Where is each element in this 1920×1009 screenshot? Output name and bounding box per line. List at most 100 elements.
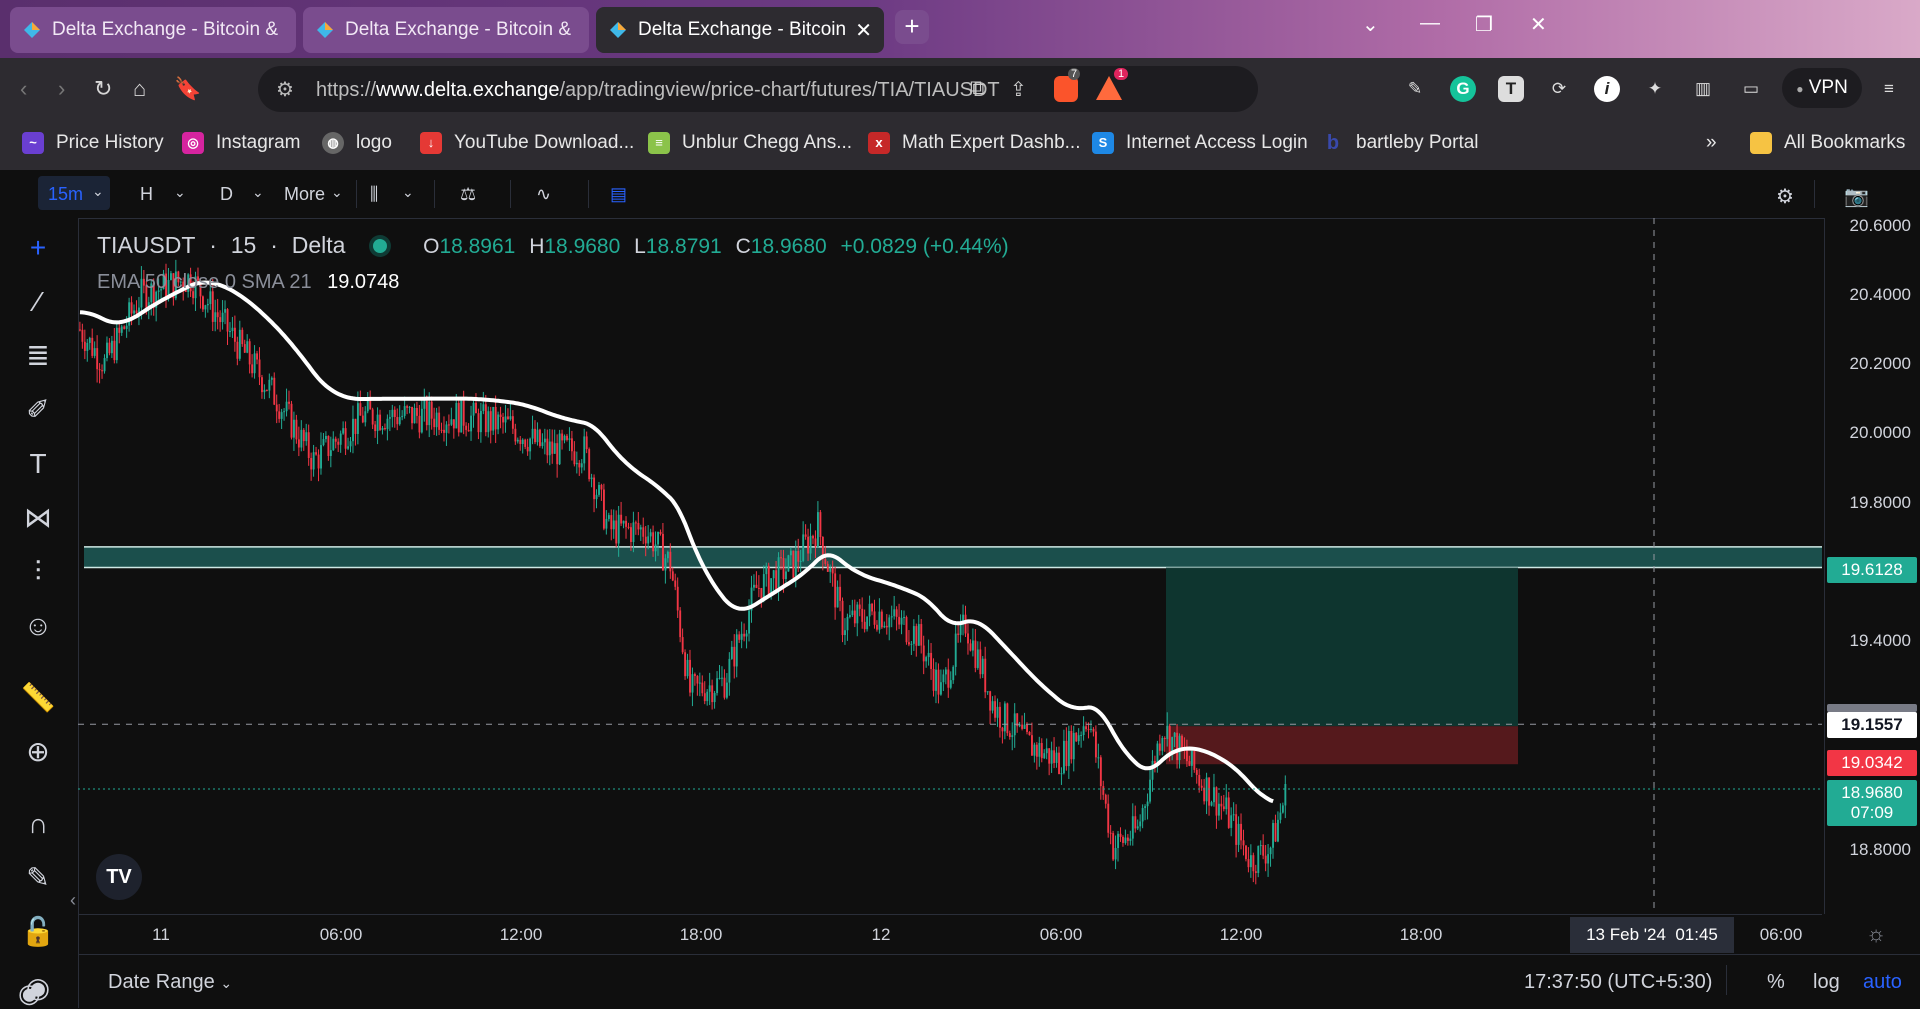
bookmark-math-expert[interactable]: x Math Expert Dashb... — [868, 132, 1080, 154]
bookmark-instagram[interactable]: ◎ Instagram — [182, 132, 300, 154]
more-intervals-button[interactable]: More — [284, 184, 326, 204]
candle-body — [349, 441, 352, 447]
url-bar[interactable]: ⚙ https://www.delta.exchange/app/trading… — [258, 66, 1258, 112]
candle-body — [964, 614, 967, 634]
candle-body — [305, 432, 308, 442]
collapse-left-icon[interactable]: ‹ — [70, 890, 76, 910]
candle-body — [1038, 743, 1041, 757]
candle-body — [935, 669, 937, 691]
browser-tab-2[interactable]: Delta Exchange - Bitcoin & Ethereum — [303, 7, 589, 53]
t-extension-icon[interactable]: T — [1498, 76, 1524, 102]
trend-line-icon[interactable]: ⁄ — [35, 286, 41, 317]
extensions-puzzle-icon[interactable]: ✦ — [1647, 79, 1663, 98]
time-axis[interactable]: 11 06:00 12:00 18:00 12 06:00 12:00 18:0… — [78, 914, 1886, 955]
brush-icon[interactable]: ✐ — [26, 394, 50, 425]
candle-body — [194, 276, 197, 299]
notes-icon[interactable]: ▤ — [610, 184, 628, 204]
sidebar-toggle-icon[interactable]: ▥ — [1694, 79, 1712, 98]
candle-body — [863, 621, 866, 630]
log-scale-toggle[interactable]: log — [1813, 971, 1840, 993]
interval-d-button[interactable]: D — [220, 184, 233, 204]
bookmark-internet-access-login[interactable]: S Internet Access Login — [1092, 132, 1308, 154]
close-window-icon[interactable]: ✕ — [1530, 14, 1547, 36]
reload-icon[interactable]: ↻ — [94, 76, 113, 101]
text-tool-icon[interactable]: T — [29, 448, 47, 479]
date-range-button[interactable]: Date Range ⌄ — [108, 971, 232, 994]
time-axis-settings-icon[interactable]: ☼ — [1866, 921, 1887, 946]
chevron-down-icon[interactable]: ⌄ — [174, 184, 186, 200]
brave-shield-icon[interactable] — [1054, 76, 1078, 102]
percent-scale-toggle[interactable]: % — [1767, 971, 1785, 993]
magnet-icon[interactable]: ∩ — [27, 808, 49, 839]
prediction-tool-icon[interactable]: ⫶ — [34, 556, 42, 587]
candle-body — [794, 550, 797, 578]
tab-search-icon[interactable]: ⌄ — [1362, 14, 1379, 36]
bookmark-icon[interactable]: 🔖 — [174, 76, 202, 101]
bookmarks-overflow-button[interactable]: » — [1706, 132, 1717, 153]
bookmark-price-history[interactable]: ~ Price History — [22, 132, 164, 154]
emoji-icon[interactable]: ☺ — [23, 610, 53, 641]
bookmark-logo[interactable]: ◍ logo — [322, 132, 392, 154]
candle-body — [384, 428, 386, 430]
bookmark-bartleby[interactable]: b bartleby Portal — [1322, 132, 1479, 154]
long-position-tool[interactable] — [1166, 567, 1518, 765]
candle-body — [1072, 732, 1075, 760]
auto-scale-toggle[interactable]: auto — [1863, 971, 1902, 993]
indicator-name[interactable]: EMA 50 close 0 SMA 21 — [97, 271, 312, 293]
menu-icon[interactable]: ≡ — [1884, 79, 1894, 98]
eyedropper-extension-icon[interactable]: ✎ — [1407, 79, 1423, 98]
new-tab-button[interactable]: + — [895, 10, 929, 44]
chevron-down-icon[interactable]: ⌄ — [402, 184, 414, 200]
lock-icon[interactable]: 🔓 — [20, 916, 56, 947]
bookmark-label: Math Expert Dashb... — [902, 132, 1081, 153]
fib-lines-icon[interactable]: ≣ — [26, 340, 50, 371]
timezone-clock[interactable]: 17:37:50 (UTC+5:30) — [1524, 971, 1713, 993]
browser-tab-3-active[interactable]: Delta Exchange - Bitcoin & Ether ✕ — [596, 7, 884, 53]
interval-selector[interactable]: 15m ⌄ — [38, 176, 110, 210]
eye-visibility-icon[interactable]: ◉ — [25, 972, 51, 1003]
interval-h-button[interactable]: H — [140, 184, 153, 204]
legend-symbol[interactable]: TIAUSDT — [97, 232, 196, 258]
share-icon[interactable]: ⇪ — [1010, 79, 1027, 101]
show-hide-drawings-icon[interactable]: ◉ — [18, 978, 41, 1008]
home-icon[interactable]: ⌂ — [133, 76, 147, 101]
bookmark-unblur-chegg[interactable]: ≡ Unblur Chegg Ans... — [648, 132, 852, 154]
price-chart-canvas[interactable] — [78, 218, 1822, 914]
forward-icon[interactable]: › — [58, 76, 66, 101]
browser-tab-1[interactable]: Delta Exchange - Bitcoin & Ethereum — [10, 7, 296, 53]
tradingview-logo[interactable]: TV — [96, 854, 142, 900]
brave-rewards-icon[interactable] — [1096, 76, 1122, 100]
chevron-down-icon[interactable]: ⌄ — [252, 184, 264, 200]
vpn-button[interactable]: ● VPN — [1782, 68, 1862, 108]
site-settings-icon[interactable]: ⚙ — [276, 79, 294, 101]
candle-body — [489, 411, 492, 431]
ruler-icon[interactable]: 📏 — [20, 682, 56, 713]
wallet-icon[interactable]: ▭ — [1742, 79, 1760, 98]
price-axis[interactable]: 20.6000 20.4000 20.2000 20.0000 19.8000 … — [1824, 216, 1920, 914]
candle-body — [118, 327, 121, 333]
open-external-icon[interactable]: ⧉ — [970, 77, 985, 99]
close-tab-icon[interactable]: ✕ — [855, 19, 872, 42]
back-icon[interactable]: ‹ — [20, 76, 28, 101]
zoom-in-icon[interactable]: ⊕ — [26, 736, 50, 767]
compare-icon[interactable]: ⚖ — [460, 184, 477, 204]
info-extension-icon[interactable]: i — [1594, 76, 1620, 102]
restore-icon[interactable]: ❐ — [1475, 14, 1493, 36]
settings-gear-icon[interactable]: ⚙ — [1776, 186, 1794, 208]
resistance-zone[interactable] — [84, 546, 1822, 569]
screenshot-camera-icon[interactable]: 📷 — [1844, 186, 1869, 208]
candles-chart-type-icon[interactable]: ⫼ — [370, 184, 379, 204]
lock-drawing-icon[interactable]: ✎ — [26, 862, 50, 893]
crosshair-icon[interactable]: + — [29, 232, 47, 263]
minimize-icon[interactable]: — — [1420, 12, 1440, 34]
candle-body — [162, 273, 165, 290]
chevron-down-icon[interactable]: ⌄ — [331, 184, 343, 200]
all-bookmarks-button[interactable]: All Bookmarks — [1750, 132, 1905, 154]
bookmark-youtube-download[interactable]: ↓ YouTube Download... — [420, 132, 634, 154]
indicators-icon[interactable]: ∿ — [536, 184, 552, 204]
candle-body — [524, 439, 527, 447]
sync-extension-icon[interactable]: ⟳ — [1551, 79, 1567, 98]
pattern-tool-icon[interactable]: ⋈ — [24, 502, 52, 533]
candle-body — [251, 364, 254, 374]
grammarly-icon[interactable]: G — [1450, 76, 1476, 102]
